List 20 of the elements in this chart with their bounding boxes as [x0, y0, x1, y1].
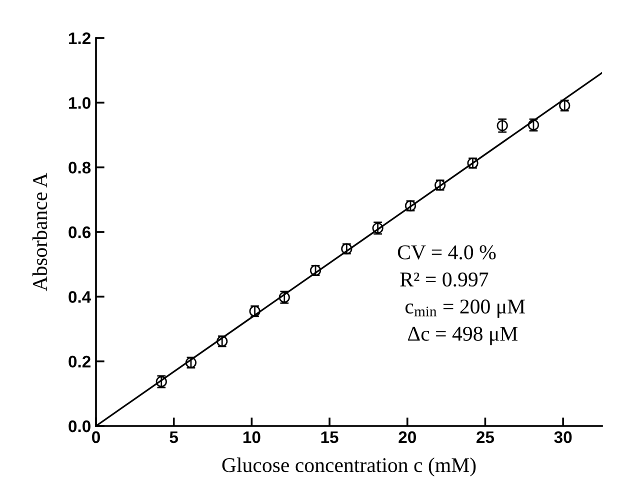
x-tick-label: 20 [398, 431, 416, 444]
y-axis-title: Absorbance A [32, 172, 48, 292]
x-tick-label: 0 [92, 431, 100, 444]
y-tick-label: 0.0 [68, 420, 90, 432]
x-tick-label: 10 [243, 431, 260, 444]
y-tick-label: 1.2 [69, 32, 90, 44]
x-tick-label: 15 [321, 431, 338, 444]
y-tick-label: 0.8 [68, 162, 91, 174]
y-tick-label: 0.6 [68, 226, 91, 238]
annotation: Δc = 498 μM [408, 326, 518, 346]
x-axis-title: Glucose concentration c (mM) [222, 458, 476, 476]
y-tick-label: 0.2 [68, 356, 90, 368]
x-tick-label: 25 [476, 431, 494, 444]
x-tick-label: 30 [554, 431, 572, 444]
y-tick-label: 0.4 [68, 291, 92, 303]
y-tick-label: 1.0 [69, 97, 90, 109]
x-tick-label: 5 [170, 431, 178, 444]
annotation: c$_{min}$ = 200 μM [405, 300, 525, 318]
annotation: CV = 4.0 % [398, 245, 496, 260]
annotation: R² = 0.997 [400, 272, 488, 287]
